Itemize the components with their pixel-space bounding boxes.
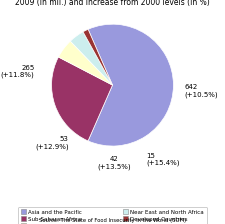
Text: 53
(+12.9%): 53 (+12.9%) bbox=[35, 136, 69, 150]
Wedge shape bbox=[83, 29, 112, 85]
Wedge shape bbox=[70, 32, 112, 85]
Title: Fig. 3: Estimated Regional Distribution of Hunger in
2009 (in mil.) and increase: Fig. 3: Estimated Regional Distribution … bbox=[14, 0, 211, 7]
Text: 265
(+11.8%): 265 (+11.8%) bbox=[1, 65, 34, 78]
Wedge shape bbox=[58, 41, 112, 85]
Text: 642
(+10.5%): 642 (+10.5%) bbox=[184, 84, 218, 98]
Text: Source: The State of Food Insecurity in the World (SOFI): Source: The State of Food Insecurity in … bbox=[39, 218, 186, 223]
Legend: Asia and the Pacific, Sub-Saharan Africa, Latin America and the Caribbean, Near : Asia and the Pacific, Sub-Saharan Africa… bbox=[18, 207, 207, 224]
Text: 42
(+13.5%): 42 (+13.5%) bbox=[97, 156, 130, 170]
Text: 15
(+15.4%): 15 (+15.4%) bbox=[146, 153, 180, 166]
Wedge shape bbox=[52, 57, 112, 141]
Wedge shape bbox=[88, 24, 173, 146]
